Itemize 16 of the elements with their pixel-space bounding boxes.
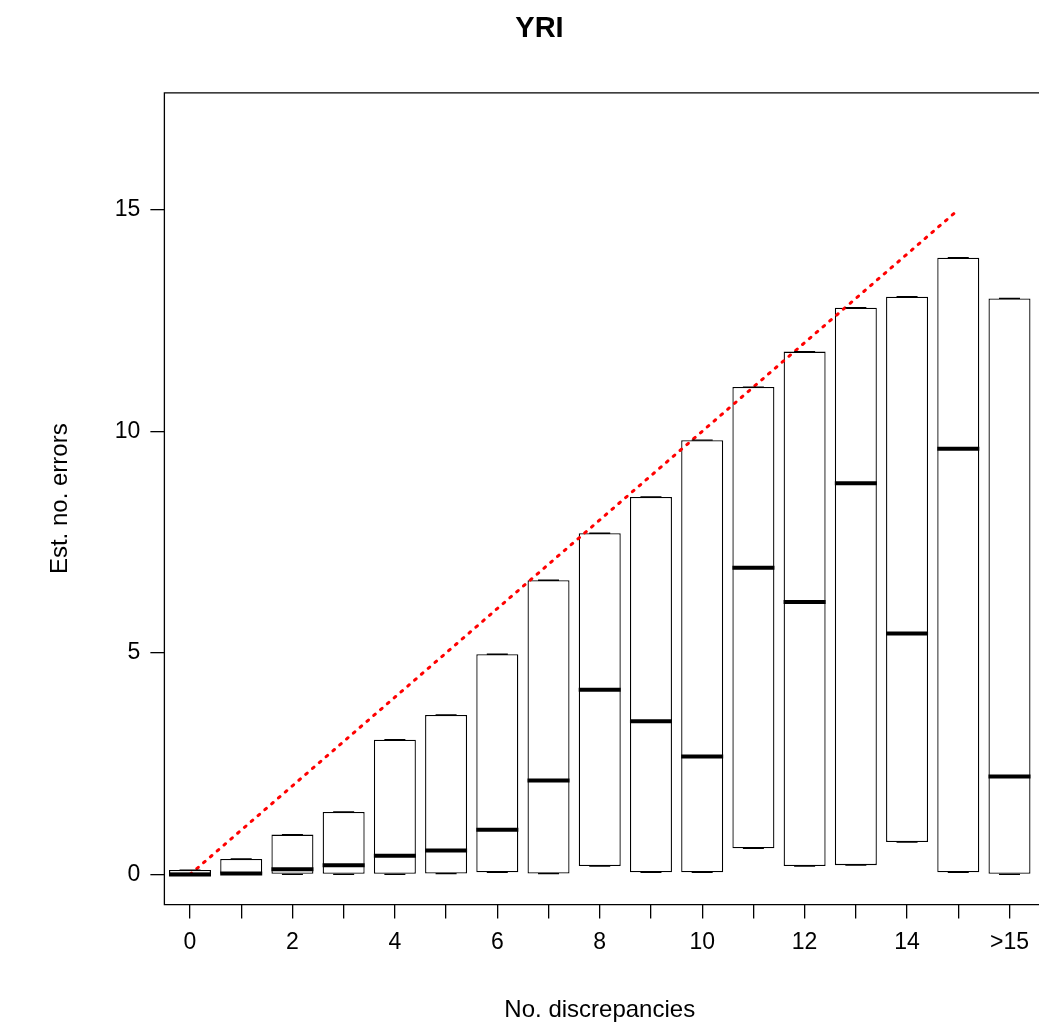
x-tick-label: 14 — [894, 927, 921, 954]
x-tick-label: 0 — [183, 927, 197, 954]
x-tick-label: 8 — [593, 927, 607, 954]
chart-title: YRI — [515, 11, 564, 44]
x-tick-label: 2 — [286, 927, 299, 954]
x-tick-label: >15 — [989, 927, 1029, 954]
y-axis-title: Est. no. errors — [45, 423, 73, 575]
y-tick-label: 5 — [127, 638, 141, 665]
y-tick-label: 0 — [127, 859, 141, 886]
x-tick-label: 10 — [689, 927, 715, 954]
x-tick-label: 4 — [388, 927, 402, 954]
x-axis-title: No. discrepancies — [504, 995, 696, 1023]
y-tick-label: 15 — [114, 195, 141, 222]
y-tick-label: 10 — [114, 416, 141, 443]
x-tick-label: 12 — [791, 927, 818, 954]
x-tick-label: 6 — [490, 927, 504, 954]
